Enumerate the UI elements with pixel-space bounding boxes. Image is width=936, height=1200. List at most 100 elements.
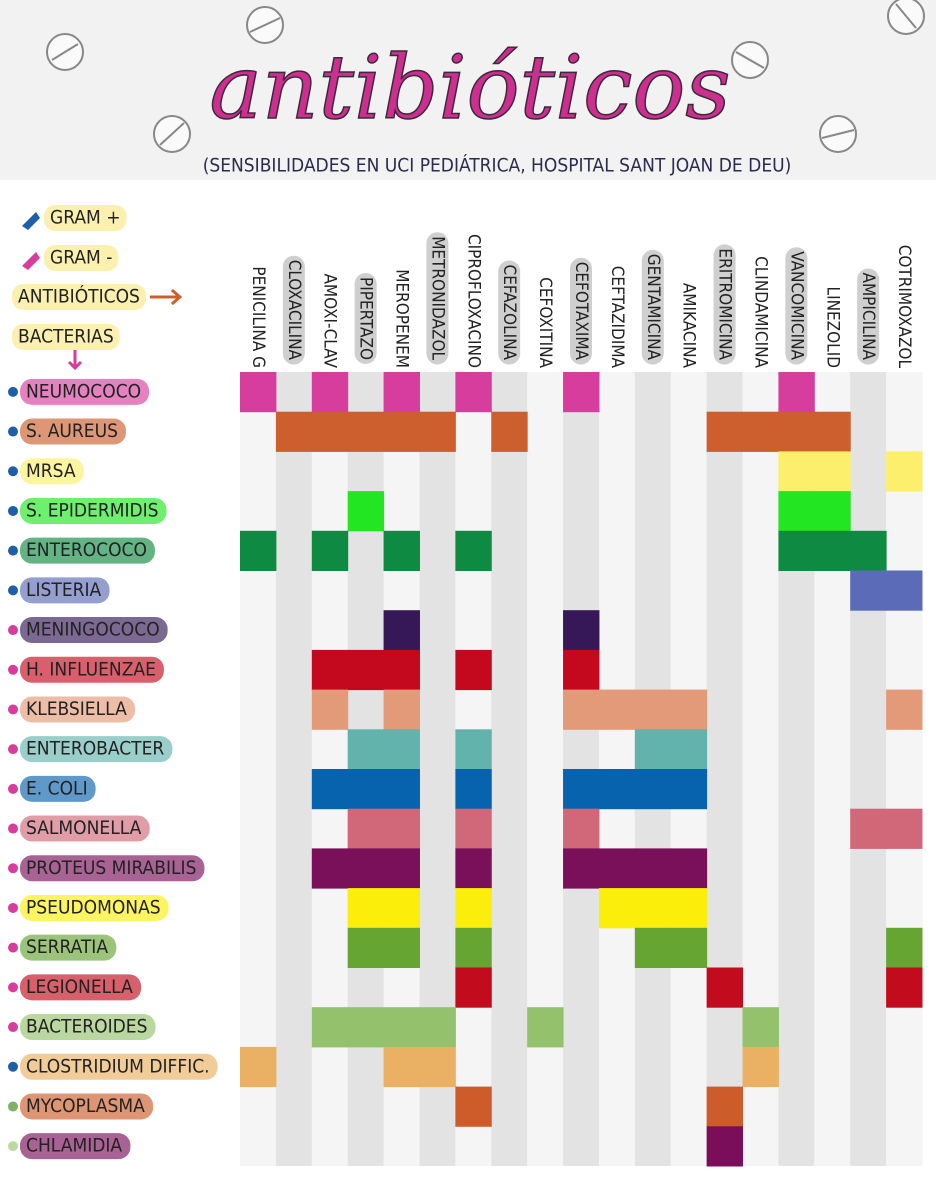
bacteria-highlight <box>20 656 164 683</box>
sensitivity-cell <box>455 967 492 1008</box>
sensitivity-cell <box>634 888 672 929</box>
antibiotic-label: CLINDAMICINA <box>750 256 770 368</box>
sensitivity-cell <box>670 888 708 929</box>
column-stripe <box>886 372 923 1166</box>
antibiotic-label: AMIKACINA <box>679 283 699 369</box>
antibiotic-highlight <box>785 247 808 365</box>
bacteria-highlight <box>20 497 167 524</box>
bacteria-highlight <box>20 1014 156 1041</box>
bacteria-label: MYCOPLASMA <box>26 1095 145 1117</box>
antibiotic-header: CEFOXITINA <box>535 277 555 368</box>
sensitivity-cell <box>563 610 600 651</box>
sensitivity-cell <box>455 1086 492 1127</box>
sensitivity-cell <box>455 769 492 810</box>
antibiotic-header: CLOXACILINA <box>282 255 305 365</box>
sensitivity-cell <box>311 372 349 413</box>
sensitivity-cell <box>455 888 492 929</box>
bacteria-label: LEGIONELLA <box>26 976 133 998</box>
gram-dot <box>8 505 18 516</box>
bacteria-highlight <box>20 736 173 763</box>
antibiotic-highlight <box>713 244 736 365</box>
sensitivity-cell <box>814 491 851 532</box>
sensitivity-cell <box>814 411 851 452</box>
bacteria-highlight <box>20 1093 154 1120</box>
sensitivity-cell <box>455 372 492 413</box>
antibiotic-header: AMIKACINA <box>679 283 699 369</box>
gram-dot <box>8 545 18 556</box>
gram-dot <box>8 704 18 715</box>
sensitivity-cell <box>455 729 492 770</box>
sensitivity-cell <box>670 927 708 968</box>
sensitivity-cell <box>742 1046 779 1088</box>
header-background <box>0 0 936 180</box>
gram-dot <box>8 1022 18 1033</box>
gram-dot <box>8 1101 18 1112</box>
antibiotic-label: MEROPENEM <box>392 269 412 368</box>
sensitivity-cell <box>383 649 420 691</box>
gram-dot <box>8 783 18 794</box>
sensitivity-cell <box>383 411 420 452</box>
sensitivity-cell <box>886 451 923 492</box>
antibiotic-label: AMOXI-CLAV <box>320 273 340 368</box>
antibiotic-highlight <box>426 232 449 365</box>
sensitivity-cell <box>563 689 600 730</box>
bacteria-label: NEUMOCOCO <box>26 380 141 402</box>
sensitivity-cell <box>311 411 349 452</box>
antibiotic-header: AMOXI-CLAV <box>320 273 340 368</box>
antibiotic-header: COTRIMOXAZOL <box>894 245 914 369</box>
sensitivity-cell <box>383 610 420 651</box>
sensitivity-cell <box>347 848 385 889</box>
bacteria-highlight <box>20 894 169 921</box>
antibiotic-highlight <box>498 260 521 365</box>
antibiotic-header: CEFAZOLINA <box>498 260 521 365</box>
sensitivity-cell <box>455 848 492 889</box>
sensitivity-cell <box>778 411 815 452</box>
sensitivity-cell <box>347 808 385 849</box>
sensitivity-cell <box>383 1007 420 1048</box>
gram-dot <box>8 426 18 437</box>
antibiotic-label: CEFOTAXIMA <box>571 262 591 361</box>
sensitivity-cell <box>311 649 349 691</box>
sensitivity-cell <box>419 411 456 452</box>
gram-dot <box>8 823 18 834</box>
antibiotic-header: CEFTAZIDIMA <box>607 266 627 369</box>
bacteria-highlight <box>20 418 126 445</box>
antibiotic-header: CIPROFLOXACINO <box>463 234 483 368</box>
sensitivity-cell <box>706 411 744 452</box>
sensitivity-cell <box>455 530 492 571</box>
sensitivity-cell <box>850 808 887 849</box>
bacteria-label: CLOSTRIDIUM DIFFIC. <box>26 1055 210 1077</box>
sensitivity-cell <box>742 1007 779 1048</box>
sensitivity-cell <box>419 1007 456 1048</box>
sensitivity-cell <box>563 769 600 810</box>
antibiotic-header: VANCOMICINA <box>785 247 808 365</box>
antibiotic-label: AMPICILINA <box>858 273 878 361</box>
bacteria-label: SERRATIA <box>26 936 108 958</box>
sensitivity-cell <box>383 927 420 968</box>
gram-dot <box>8 625 18 636</box>
sensitivity-cell <box>419 1046 456 1088</box>
sensitivity-cell <box>778 451 815 492</box>
sensitivity-cell <box>814 451 851 492</box>
sensitivity-cell <box>670 729 708 770</box>
column-stripe <box>850 372 887 1166</box>
bacteria-label: KLEBSIELLA <box>26 698 127 720</box>
antibiotic-label: PIPERTAZO <box>356 277 376 360</box>
bacteria-highlight <box>20 934 117 961</box>
sensitivity-cell <box>240 530 277 571</box>
antibiotic-label: METRONIDAZOL <box>427 236 447 360</box>
sensitivity-cell <box>383 1046 420 1088</box>
antibiotic-header: ERITROMICINA <box>713 244 736 365</box>
bacteria-label: ENTEROBACTER <box>26 738 164 760</box>
sensitivity-cell <box>706 1086 744 1127</box>
sensitivity-cell <box>706 1126 744 1167</box>
bacteria-label: LISTERIA <box>26 579 102 601</box>
bacteria-label: ENTEROCOCO <box>26 539 147 561</box>
bacteria-label: E. COLI <box>26 777 88 799</box>
legend-label: GRAM + <box>50 207 121 229</box>
antibiotic-header: MEROPENEM <box>392 269 412 368</box>
sensitivity-cell <box>563 808 600 849</box>
gram-dot <box>8 585 18 596</box>
sensitivity-cell <box>383 808 420 849</box>
